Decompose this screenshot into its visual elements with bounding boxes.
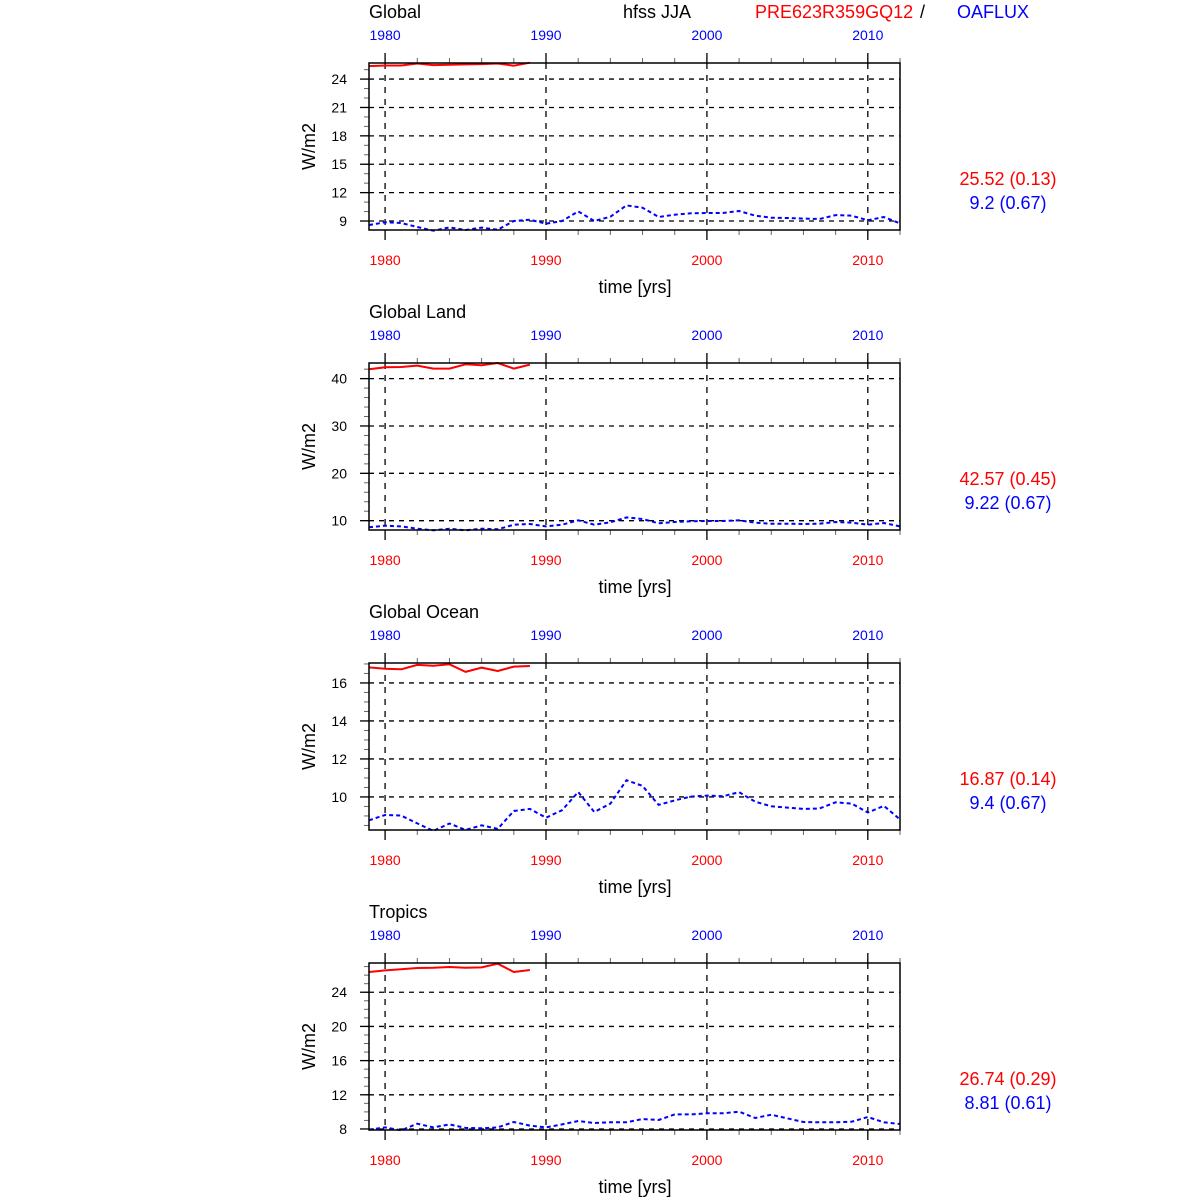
series-line-obs [368, 1110, 901, 1132]
x-tick-label-bottom: 1980 [370, 252, 401, 268]
x-tick-label-bottom: 2000 [691, 1152, 722, 1168]
y-axis-label: W/m2 [299, 723, 319, 770]
legend-model-name: PRE623R359GQ12 [755, 2, 913, 22]
x-tick-label-bottom: 2010 [852, 1152, 883, 1168]
x-tick-label-top: 1980 [370, 327, 401, 343]
panel-title: Global [369, 2, 421, 22]
x-tick-label-bottom: 1980 [370, 552, 401, 568]
stat-obs: 8.81 (0.61) [964, 1093, 1051, 1113]
y-axis-label: W/m2 [299, 1023, 319, 1070]
x-tick-label-bottom: 1990 [530, 1152, 561, 1168]
panel-global-ocean: Global Ocean 10 12 14 16 1980 1980 1990 1990 2000… [299, 602, 1057, 897]
series-line-model [368, 362, 531, 371]
y-axis-label: W/m2 [299, 123, 319, 170]
legend-obs-name: OAFLUX [957, 2, 1029, 22]
plot-frame [368, 362, 901, 531]
panel-title: Global Land [369, 302, 466, 322]
y-tick-label: 12 [331, 185, 347, 201]
x-tick-label-top: 2010 [852, 27, 883, 43]
stat-model: 25.52 (0.13) [959, 169, 1056, 189]
x-tick-label-top: 2010 [852, 327, 883, 343]
x-tick-label-top: 1990 [530, 927, 561, 943]
x-tick-label-top: 2000 [691, 27, 722, 43]
stat-obs: 9.22 (0.67) [964, 493, 1051, 513]
stat-model: 42.57 (0.45) [959, 469, 1056, 489]
series-line-obs [368, 516, 901, 532]
series-line-model [368, 61, 531, 68]
y-tick-label: 24 [331, 984, 347, 1000]
y-tick-label: 30 [331, 418, 347, 434]
y-tick-label: 16 [331, 1053, 347, 1069]
x-tick-label-bottom: 1980 [370, 1152, 401, 1168]
series-line-obs [368, 779, 901, 832]
series-line-model [368, 962, 531, 973]
panel-global-land: Global Land 10 20 30 40 1980 1980 1990 1990 2000 2… [299, 302, 1057, 597]
stat-obs: 9.2 (0.67) [969, 193, 1046, 213]
plot-frame [368, 662, 901, 831]
x-tick-label-top: 1990 [530, 627, 561, 643]
y-tick-label: 12 [331, 1087, 347, 1103]
panel-title: Tropics [369, 902, 427, 922]
y-tick-label: 16 [331, 675, 347, 691]
x-tick-label-top: 1990 [530, 327, 561, 343]
panel-global: Global 9 12 15 18 21 24 1980 1980 1990 1990 2000 200… [299, 2, 1057, 297]
y-tick-label: 24 [331, 71, 347, 87]
x-tick-label-top: 2000 [691, 627, 722, 643]
y-tick-label: 20 [331, 465, 347, 481]
x-tick-label-top: 1980 [370, 27, 401, 43]
x-tick-label-top: 1990 [530, 27, 561, 43]
y-tick-label: 21 [331, 99, 347, 115]
x-axis-label: time [yrs] [598, 577, 671, 597]
x-tick-label-bottom: 1980 [370, 852, 401, 868]
x-axis-label: time [yrs] [598, 277, 671, 297]
x-tick-label-top: 1980 [370, 627, 401, 643]
series-line-model [368, 663, 530, 673]
x-tick-label-bottom: 2000 [691, 552, 722, 568]
x-tick-label-top: 2010 [852, 627, 883, 643]
panel-tropics: Tropics 8 12 16 20 24 1980 1980 1990 1990 2000 2000… [299, 902, 1057, 1197]
y-tick-label: 8 [339, 1121, 347, 1137]
y-tick-label: 9 [339, 213, 347, 229]
x-tick-label-bottom: 2010 [852, 852, 883, 868]
x-tick-label-bottom: 2000 [691, 252, 722, 268]
panel-title: Global Ocean [369, 602, 479, 622]
y-axis-label: W/m2 [299, 423, 319, 470]
x-tick-label-top: 2000 [691, 927, 722, 943]
x-axis-label: time [yrs] [598, 1177, 671, 1197]
y-tick-label: 12 [331, 751, 347, 767]
x-tick-label-bottom: 2010 [852, 552, 883, 568]
y-tick-label: 18 [331, 128, 347, 144]
figure-title: hfss JJA [623, 2, 691, 22]
stat-model: 16.87 (0.14) [959, 769, 1056, 789]
x-tick-label-top: 2010 [852, 927, 883, 943]
x-tick-label-top: 1980 [370, 927, 401, 943]
y-tick-label: 15 [331, 156, 347, 172]
x-tick-label-bottom: 2010 [852, 252, 883, 268]
plot-frame [368, 62, 901, 231]
plot-frame [368, 962, 901, 1131]
y-tick-label: 40 [331, 371, 347, 387]
x-axis-label: time [yrs] [598, 877, 671, 897]
x-tick-label-bottom: 2000 [691, 852, 722, 868]
y-tick-label: 20 [331, 1018, 347, 1034]
y-tick-label: 14 [331, 713, 347, 729]
stat-obs: 9.4 (0.67) [969, 793, 1046, 813]
x-tick-label-bottom: 1990 [530, 852, 561, 868]
x-tick-label-bottom: 1990 [530, 252, 561, 268]
y-tick-label: 10 [331, 789, 347, 805]
x-tick-label-top: 2000 [691, 327, 722, 343]
x-tick-label-bottom: 1990 [530, 552, 561, 568]
stat-model: 26.74 (0.29) [959, 1069, 1056, 1089]
y-tick-label: 10 [331, 513, 347, 529]
series-line-obs [368, 204, 901, 232]
legend-separator: / [920, 2, 925, 22]
